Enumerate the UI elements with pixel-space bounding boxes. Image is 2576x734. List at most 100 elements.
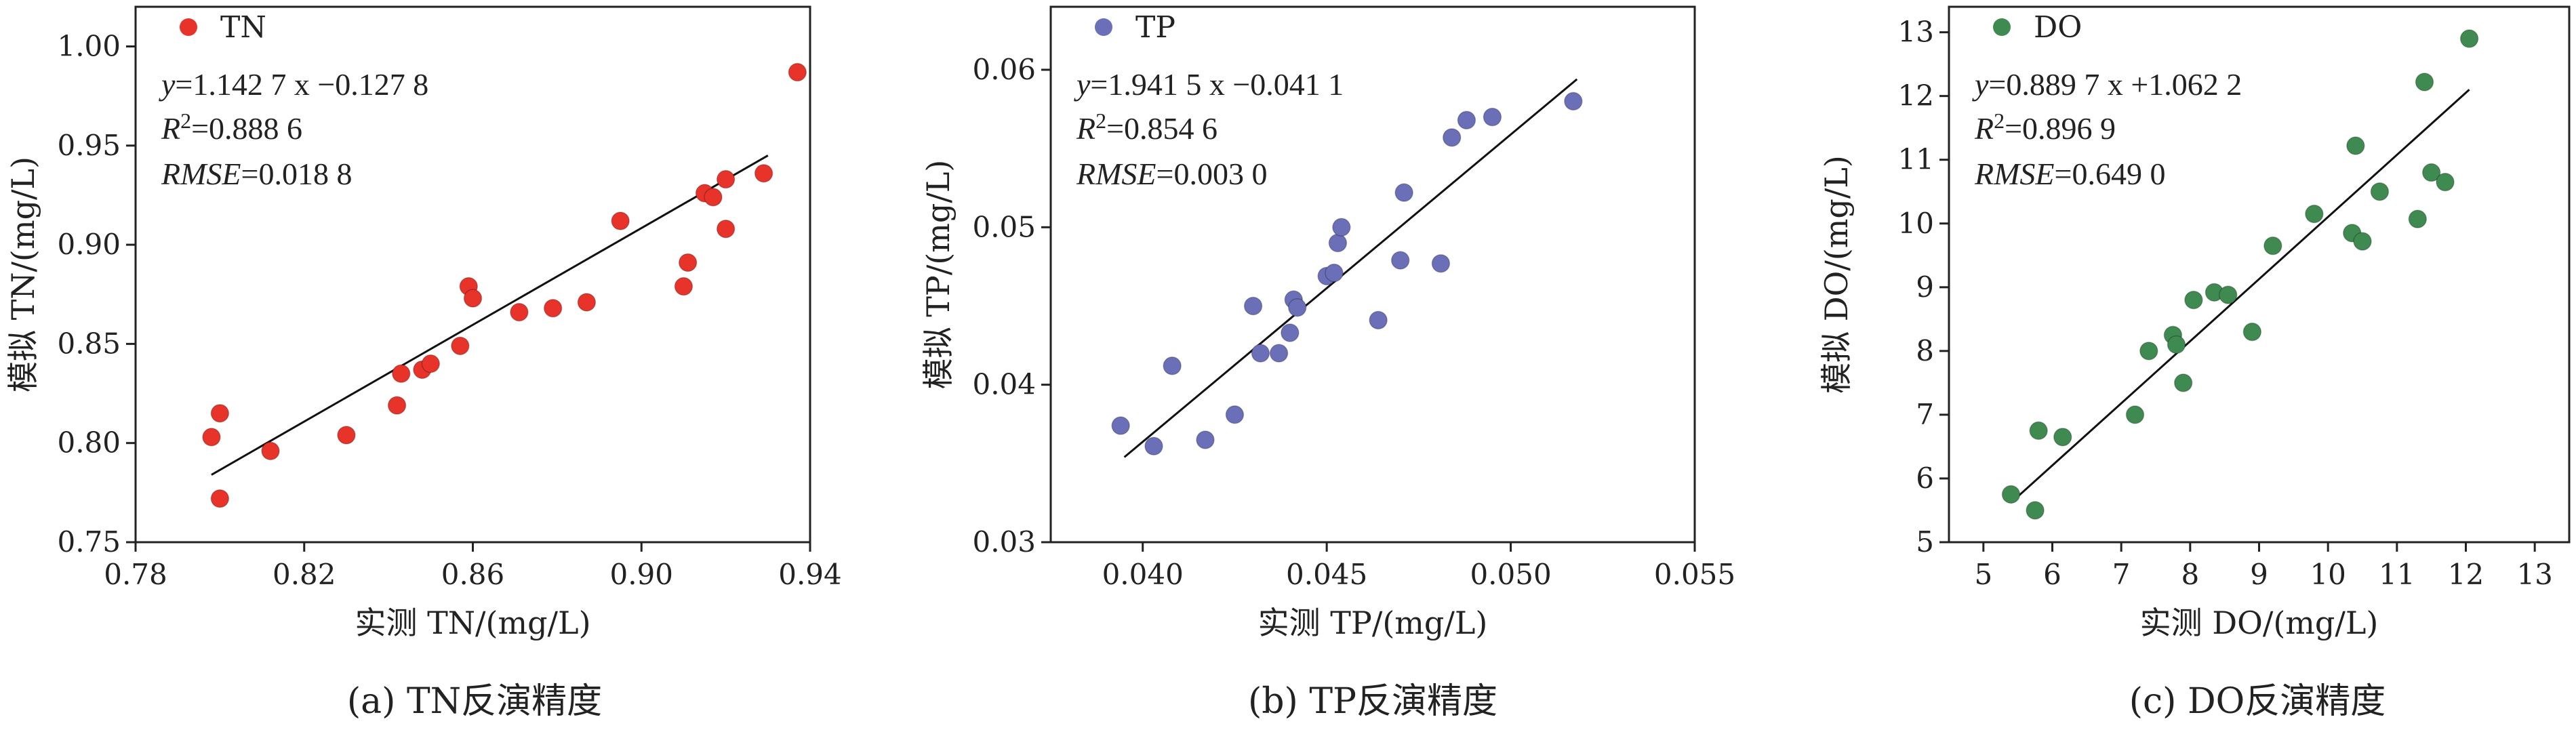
- data-point: [210, 489, 230, 508]
- data-point: [704, 188, 723, 207]
- data-point: [337, 426, 356, 445]
- x-tick-label: 7: [2112, 558, 2131, 591]
- y-tick-label: 0.05: [972, 210, 1036, 243]
- x-tick-label: 0.78: [104, 558, 167, 591]
- x-tick-label: 0.90: [609, 558, 673, 591]
- data-point: [1325, 263, 1344, 283]
- data-point: [2139, 342, 2158, 361]
- y-tick-label: 0.75: [57, 525, 121, 558]
- data-point: [2219, 285, 2238, 304]
- equation-y-symbol: y: [1972, 67, 1989, 102]
- data-point: [2242, 322, 2262, 342]
- data-point: [392, 364, 411, 384]
- legend-marker: [1993, 18, 2011, 36]
- data-point: [611, 211, 630, 230]
- data-point: [1196, 430, 1215, 449]
- fit-equation: y=1.941 5 x −0.041 1: [1074, 67, 1344, 102]
- equation-value: =1.941 5 x −0.041 1: [1090, 67, 1344, 102]
- y-tick-label: 9: [1916, 270, 1934, 304]
- data-point: [1564, 91, 1583, 111]
- x-tick-label: 12: [2448, 558, 2484, 591]
- x-tick-label: 0.040: [1102, 558, 1184, 591]
- data-point: [2167, 335, 2186, 354]
- data-point: [716, 219, 736, 239]
- regression-line: [2010, 89, 2470, 504]
- data-point: [1251, 344, 1270, 363]
- data-point: [2353, 232, 2372, 251]
- regression-line: [1123, 78, 1578, 458]
- x-tick-label: 0.94: [778, 558, 842, 591]
- r2-superscript: 2: [180, 108, 191, 133]
- data-point: [1281, 323, 1300, 342]
- data-point: [2173, 373, 2193, 392]
- data-point: [2408, 209, 2428, 228]
- data-point: [678, 253, 698, 272]
- data-point: [543, 298, 563, 318]
- data-point: [2184, 290, 2203, 310]
- panel-tn: 0.78 0.82 0.86 0.90 0.94 0.75 0.80 0.85 0.90 0.95…: [5, 5, 842, 722]
- data-point: [716, 169, 736, 189]
- data-point: [210, 404, 230, 423]
- data-point: [577, 293, 597, 312]
- x-axis-title: 实测 DO/(mg/L): [2140, 605, 2379, 641]
- r2-superscript: 2: [1095, 108, 1106, 133]
- data-point: [2125, 405, 2145, 424]
- panel-caption: (c) DO反演精度: [2129, 681, 2386, 722]
- rmse: RMSE=0.649 0: [1974, 157, 2165, 191]
- panel-tp: 0.040 0.045 0.050 0.055 0.03 0.04 0.05 0.06 实测 T…: [920, 5, 1735, 722]
- data-point: [2263, 236, 2282, 256]
- rmse: RMSE=0.003 0: [1076, 157, 1267, 191]
- x-axis-title: 实测 TN/(mg/L): [355, 605, 590, 641]
- data-point: [1144, 436, 1163, 456]
- data-point: [1332, 218, 1351, 237]
- x-tick-label: 10: [2310, 558, 2346, 591]
- data-point: [2436, 172, 2455, 192]
- y-tick-label: 0.80: [57, 426, 121, 460]
- fit-equation: y=1.142 7 x −0.127 8: [159, 67, 428, 102]
- y-axis-title: 模拟 DO/(mg/L): [1818, 155, 1855, 394]
- fit-equation: y=0.889 7 x +1.062 2: [1972, 67, 2242, 102]
- y-tick-label: 0.06: [972, 53, 1036, 86]
- data-point: [2029, 421, 2048, 441]
- y-tick-label: 0.04: [972, 368, 1036, 401]
- equation-value: =0.889 7 x +1.062 2: [1988, 67, 2242, 102]
- y-tick-label: 12: [1898, 79, 1934, 113]
- data-point: [1369, 310, 1388, 330]
- rmse-symbol: RMSE: [161, 157, 241, 191]
- data-point: [1394, 183, 1413, 202]
- data-point: [387, 396, 407, 415]
- data-point: [2053, 428, 2072, 447]
- x-tick-label: 13: [2516, 558, 2552, 591]
- data-point: [2026, 501, 2045, 520]
- y-tick-label: 0.95: [57, 129, 121, 162]
- x-axis-title: 实测 TP/(mg/L): [1258, 605, 1488, 641]
- rmse-value: =0.649 0: [2055, 157, 2166, 191]
- x-tick-label: 0.050: [1470, 558, 1551, 591]
- data-point: [1431, 253, 1451, 273]
- legend-label: TN: [220, 10, 266, 45]
- data-point: [1269, 344, 1289, 363]
- data-point: [1163, 356, 1182, 375]
- data-point: [451, 336, 470, 356]
- legend-marker: [1095, 18, 1112, 36]
- rmse-symbol: RMSE: [1974, 157, 2055, 191]
- data-point: [754, 164, 773, 183]
- panel-caption: (a) TN反演精度: [347, 681, 602, 722]
- y-tick-label: 10: [1898, 207, 1934, 240]
- y-axis-title: 模拟 TP/(mg/L): [920, 160, 957, 390]
- data-point: [202, 428, 221, 447]
- x-tick-label: 0.82: [273, 558, 336, 591]
- r2-superscript: 2: [1994, 108, 2005, 133]
- y-tick-label: 0.85: [57, 327, 121, 360]
- equation-y-symbol: y: [159, 67, 176, 102]
- y-tick-label: 6: [1916, 462, 1934, 495]
- rmse-symbol: RMSE: [1076, 157, 1156, 191]
- y-tick-label: 0.03: [972, 525, 1036, 558]
- y-tick-label: 13: [1898, 16, 1934, 49]
- x-tick-label: 0.045: [1286, 558, 1367, 591]
- data-point: [1483, 107, 1502, 127]
- y-tick-label: 7: [1916, 398, 1934, 431]
- r2-symbol: R: [1076, 111, 1095, 146]
- data-point: [2459, 29, 2479, 48]
